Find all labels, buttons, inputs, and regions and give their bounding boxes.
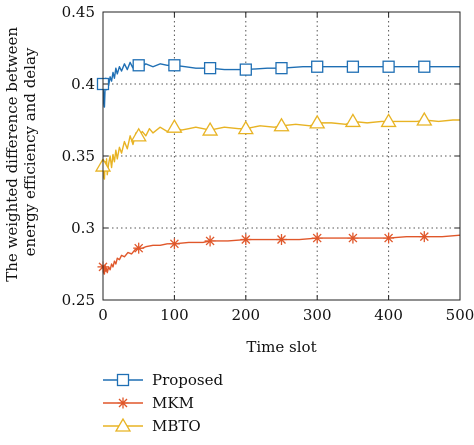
marker-stroke xyxy=(134,243,144,253)
legend-marker xyxy=(116,373,130,387)
series-mkm xyxy=(97,231,461,275)
data-point xyxy=(240,234,252,246)
legend-item-proposed: Proposed xyxy=(103,371,224,389)
data-point xyxy=(346,60,360,73)
x-tick-label: 200 xyxy=(231,306,260,324)
data-point xyxy=(418,60,431,73)
data-point xyxy=(276,234,287,246)
data-point xyxy=(380,113,397,128)
data-point xyxy=(166,118,183,133)
y-tick-label: 0.25 xyxy=(62,291,95,309)
marker-stroke xyxy=(384,233,394,243)
marker-stroke xyxy=(241,235,251,244)
legend-label: MBTO xyxy=(152,417,201,435)
y-tick-label: 0.35 xyxy=(62,147,95,165)
legend-marker xyxy=(114,417,132,432)
marker-stroke xyxy=(348,233,358,243)
data-point xyxy=(203,62,217,75)
axis-ticks: 0.25 0.3 0.35 0.4 0.45 0 100 200 300 400 500 xyxy=(62,3,474,324)
data-point xyxy=(418,231,430,243)
y-axis-label: The weighted difference between energy e… xyxy=(3,22,39,282)
data-point xyxy=(130,127,147,142)
data-point xyxy=(237,120,254,135)
x-tick-label: 500 xyxy=(446,306,474,324)
data-point xyxy=(168,59,181,72)
x-tick-label: 0 xyxy=(98,306,108,324)
data-point xyxy=(344,113,362,128)
y-tick-label: 0.3 xyxy=(71,219,95,237)
marker-stroke xyxy=(118,398,128,408)
legend-item-mkm: MKM xyxy=(103,394,194,412)
legend-item-mbto: MBTO xyxy=(103,417,201,435)
data-point xyxy=(309,114,326,129)
legend-label: Proposed xyxy=(152,371,224,389)
legend: Proposed MKM MBTO xyxy=(103,371,224,435)
x-tick-label: 100 xyxy=(160,306,189,324)
data-point xyxy=(204,235,216,247)
data-point xyxy=(416,111,433,126)
data-point xyxy=(273,117,290,132)
data-point xyxy=(168,238,180,250)
data-point xyxy=(239,63,252,76)
x-tick-label: 300 xyxy=(303,306,332,324)
x-axis-label: Time slot xyxy=(246,338,316,356)
data-point xyxy=(275,62,288,75)
data-point xyxy=(383,232,395,244)
data-point xyxy=(311,232,323,244)
legend-label: MKM xyxy=(152,394,194,412)
y-axis-label-line-2: energy efficiency and delay xyxy=(21,47,39,256)
data-point xyxy=(347,232,359,244)
legend-marker xyxy=(117,397,129,409)
series-line xyxy=(102,234,461,275)
marker-stroke xyxy=(312,233,322,243)
series-layer xyxy=(94,59,461,275)
marker-stroke xyxy=(169,239,179,249)
marker-stroke xyxy=(419,232,429,242)
series-proposed xyxy=(96,59,460,108)
marker-stroke xyxy=(205,236,215,246)
marker-stroke xyxy=(277,235,286,244)
data-point xyxy=(132,59,145,72)
grid-lines xyxy=(103,12,460,300)
data-point xyxy=(382,60,395,73)
data-point xyxy=(133,242,145,254)
y-tick-label: 0.45 xyxy=(62,3,95,21)
x-tick-label: 400 xyxy=(374,306,403,324)
plot-frame xyxy=(102,11,461,301)
y-axis-label-line-1: The weighted difference between xyxy=(3,27,21,282)
data-point xyxy=(201,121,219,136)
series-mbto xyxy=(94,111,460,180)
y-tick-label: 0.4 xyxy=(71,75,95,93)
data-point xyxy=(311,60,324,73)
